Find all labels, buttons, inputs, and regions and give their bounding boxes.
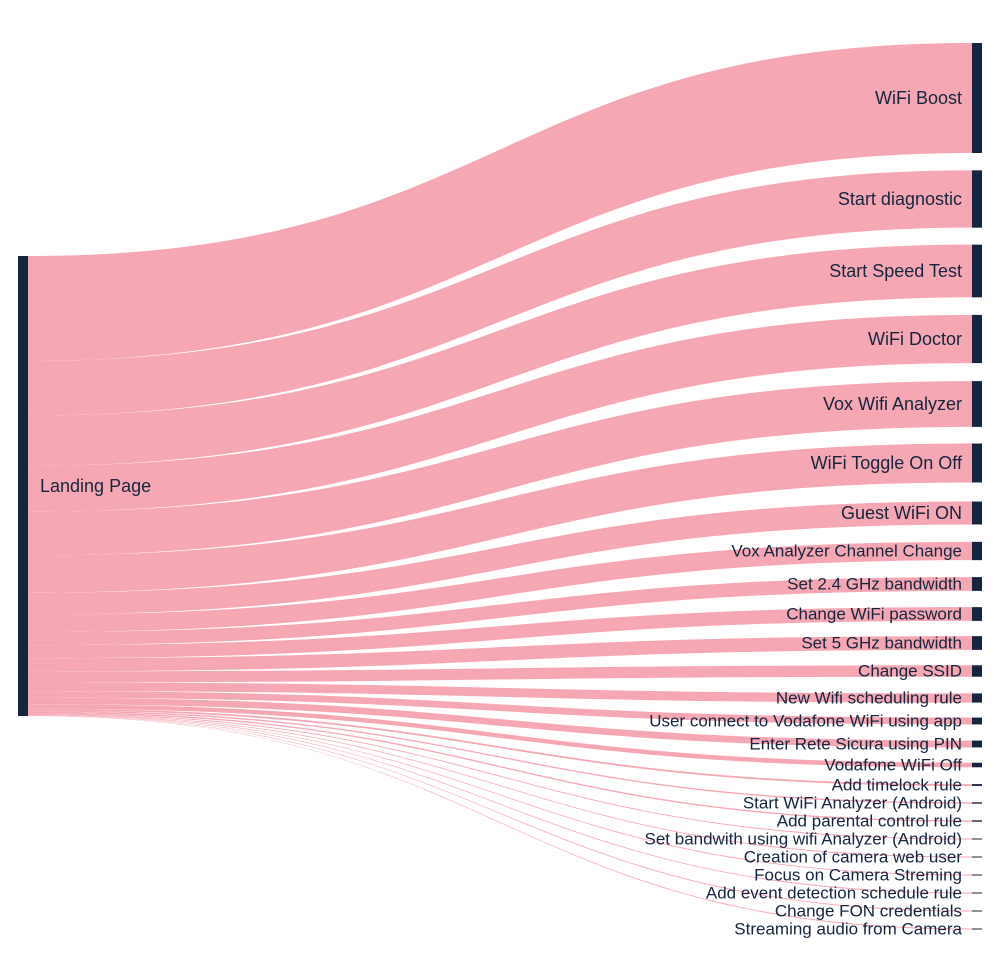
target-node-7 — [972, 501, 982, 525]
target-label-16: Vodafone WiFi Off — [824, 756, 962, 775]
link-10 — [28, 607, 972, 659]
target-label-23: Add event detection schedule rule — [706, 884, 962, 903]
link-9 — [28, 577, 972, 646]
target-label-25: Streaming audio from Camera — [734, 920, 962, 939]
target-node-24 — [972, 910, 982, 912]
target-label-20: Set bandwith using wifi Analyzer (Androi… — [645, 830, 963, 849]
link-25 — [28, 715, 972, 930]
target-label-21: Creation of camera web user — [744, 848, 963, 867]
source-node — [18, 256, 28, 716]
link-23 — [28, 714, 972, 894]
target-node-19 — [972, 820, 982, 822]
target-label-5: Vox Wifi Analyzer — [823, 394, 962, 414]
link-22 — [28, 714, 972, 876]
link-8 — [28, 541, 972, 633]
target-node-17 — [972, 784, 982, 786]
link-16 — [28, 704, 972, 768]
link-4 — [28, 314, 972, 512]
link-5 — [28, 381, 972, 556]
target-label-1: WiFi Boost — [875, 88, 962, 108]
target-label-10: Change WiFi password — [786, 605, 962, 624]
target-label-15: Enter Rete Sicura using PIN — [749, 735, 962, 754]
target-label-18: Start WiFi Analyzer (Android) — [743, 794, 962, 813]
target-node-16 — [972, 762, 982, 768]
target-node-6 — [972, 443, 982, 483]
target-label-12: Change SSID — [858, 662, 962, 681]
target-node-25 — [972, 928, 982, 930]
target-label-24: Change FON credentials — [775, 902, 962, 921]
target-node-2 — [972, 170, 982, 228]
target-node-9 — [972, 577, 982, 591]
target-node-10 — [972, 607, 982, 621]
link-2 — [28, 170, 972, 416]
target-label-6: WiFi Toggle On Off — [811, 453, 963, 473]
target-node-23 — [972, 892, 982, 894]
target-node-15 — [972, 740, 982, 748]
link-19 — [28, 711, 972, 822]
target-label-7: Guest WiFi ON — [841, 503, 962, 523]
target-node-21 — [972, 856, 982, 858]
target-node-18 — [972, 802, 982, 804]
target-label-17: Add timelock rule — [832, 776, 962, 795]
sankey-labels: WiFi Boost Start diagnostic Start Speed Te… — [40, 88, 963, 939]
link-6 — [28, 443, 972, 593]
target-node-11 — [972, 636, 982, 650]
target-label-19: Add parental control rule — [777, 812, 962, 831]
target-label-14: User connect to Vodafone WiFi using app — [649, 712, 962, 731]
source-label: Landing Page — [40, 476, 151, 496]
target-label-13: New Wifi scheduling rule — [776, 689, 962, 708]
target-node-5 — [972, 381, 982, 427]
target-label-22: Focus on Camera Streming — [754, 866, 962, 885]
link-13 — [28, 682, 972, 703]
target-node-12 — [972, 665, 982, 677]
target-label-9: Set 2.4 GHz bandwidth — [787, 575, 962, 594]
target-label-8: Vox Analyzer Channel Change — [731, 542, 962, 561]
target-label-2: Start diagnostic — [838, 189, 962, 209]
target-node-1 — [972, 43, 982, 153]
target-node-14 — [972, 717, 982, 725]
link-12 — [28, 665, 972, 683]
target-node-4 — [972, 314, 982, 364]
link-20 — [28, 712, 972, 840]
target-node-3 — [972, 244, 982, 298]
target-node-20 — [972, 838, 982, 840]
target-node-22 — [972, 874, 982, 876]
link-15 — [28, 697, 972, 748]
target-node-8 — [972, 541, 982, 561]
link-1 — [28, 43, 972, 361]
target-label-3: Start Speed Test — [829, 261, 962, 281]
target-node-13 — [972, 693, 982, 703]
sankey-links — [28, 43, 972, 930]
link-14 — [28, 691, 972, 725]
link-11 — [28, 636, 972, 672]
target-label-11: Set 5 GHz bandwidth — [801, 634, 962, 653]
link-3 — [28, 244, 972, 466]
target-label-4: WiFi Doctor — [868, 329, 962, 349]
link-7 — [28, 501, 972, 615]
link-21 — [28, 713, 972, 858]
link-17 — [28, 708, 972, 786]
sankey-nodes — [18, 43, 982, 930]
link-24 — [28, 715, 972, 912]
link-18 — [28, 710, 972, 804]
